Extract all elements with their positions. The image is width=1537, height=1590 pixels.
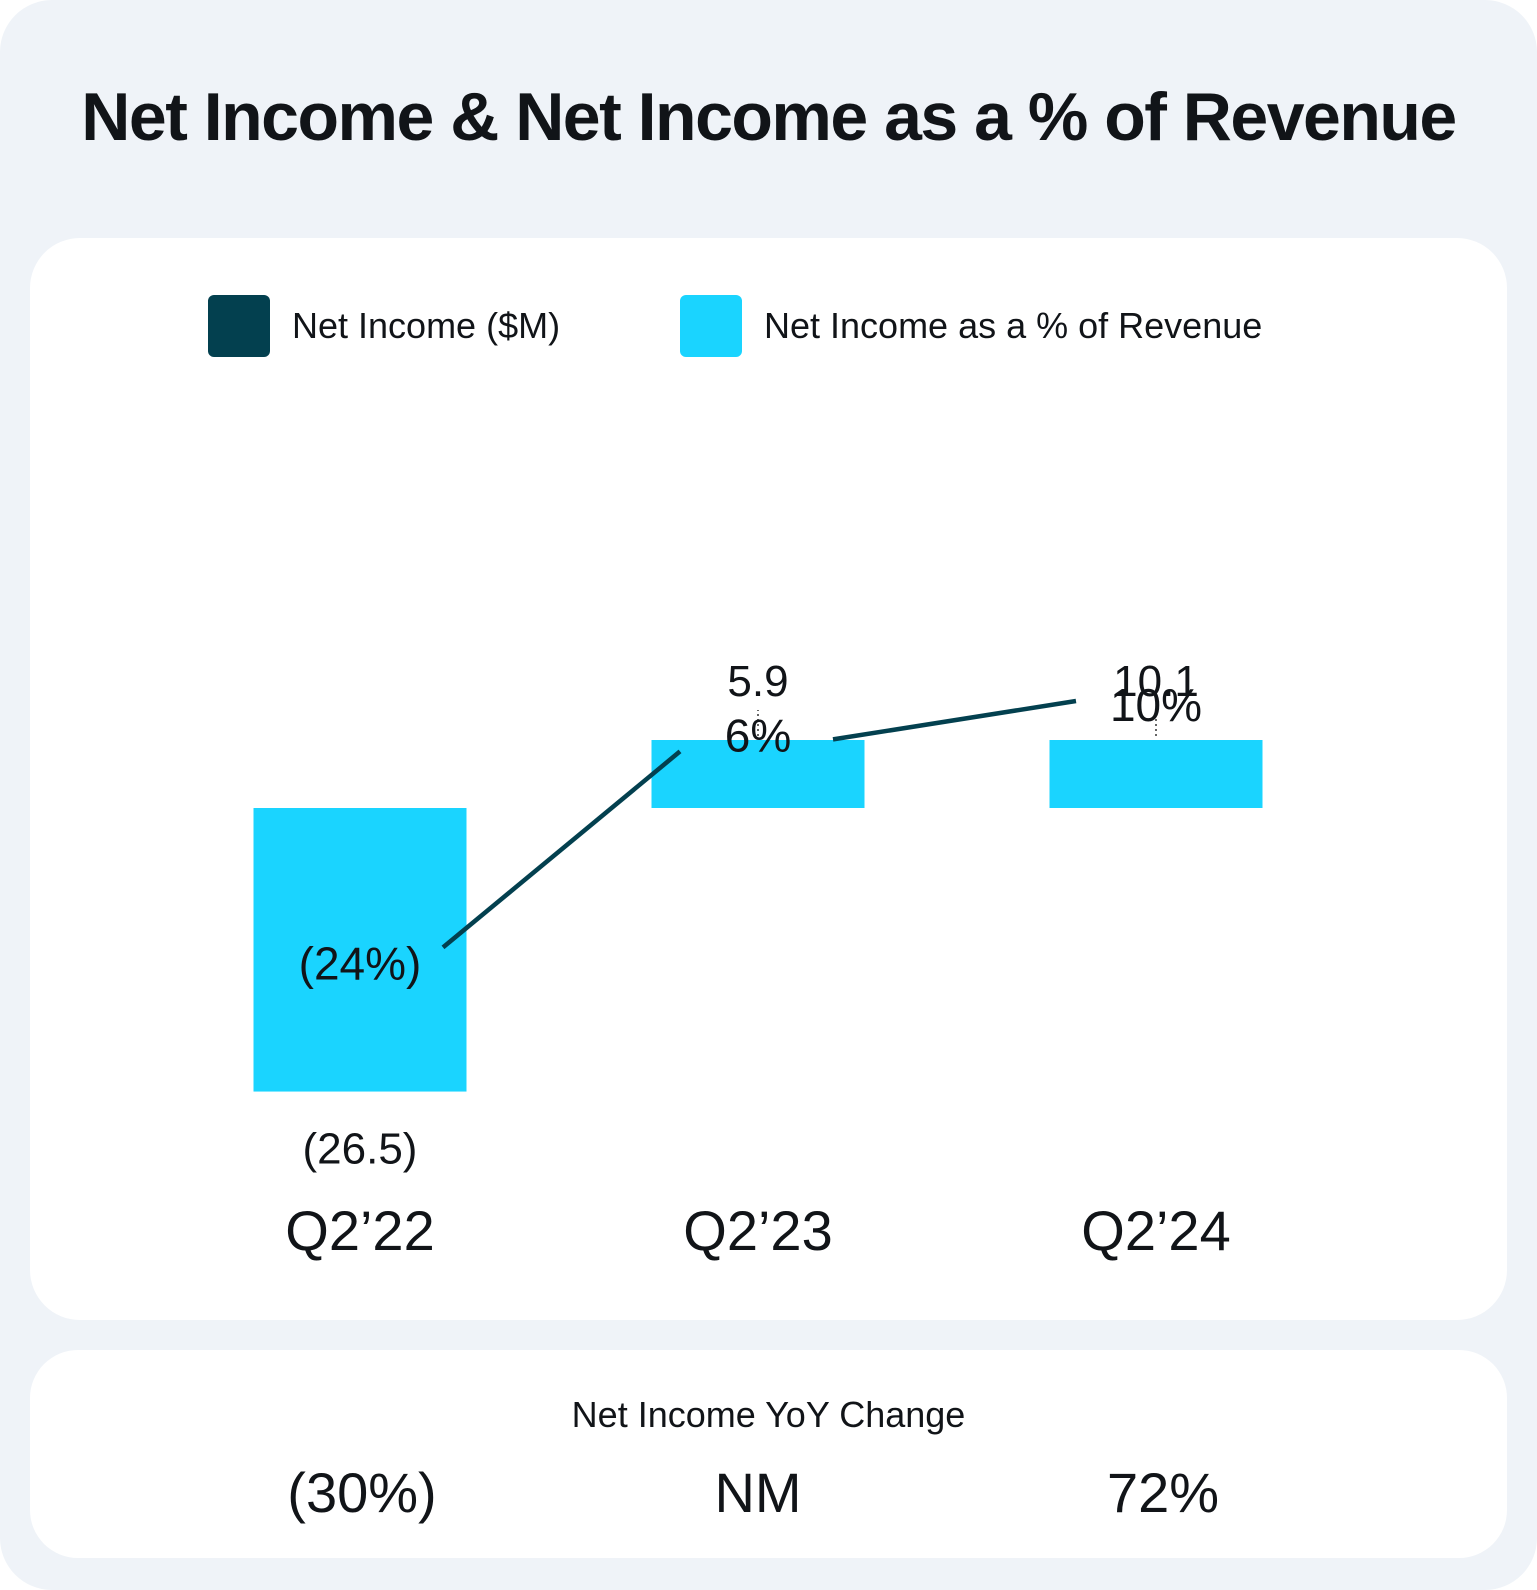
x-tick-label-0: Q2’22: [285, 1199, 434, 1262]
bar-2: [1049, 740, 1263, 808]
legend-label-net-income: Net Income ($M): [292, 305, 561, 346]
pct-line-segment-0: [441, 749, 682, 950]
legend-swatch-net-income: [208, 295, 270, 357]
bar-0: [253, 808, 467, 1092]
pct-line-segment-1: [832, 698, 1077, 742]
yoy-panel: Net Income YoY Change (30%) NM 72%: [30, 1350, 1507, 1558]
yoy-value-q2-22: (30%): [287, 1461, 437, 1524]
yoy-value-q2-23: NM: [714, 1461, 802, 1524]
yoy-title: Net Income YoY Change: [571, 1394, 966, 1435]
pct-label-0: (24%): [299, 937, 422, 989]
yoy-value-q2-24: 72%: [1106, 1461, 1220, 1524]
chart-panel: Net Income ($M) Net Income as a % of Rev…: [30, 238, 1507, 1320]
bar-1: [651, 740, 865, 808]
x-tick-label-1: Q2’23: [683, 1199, 832, 1262]
combo-chart: (26.5) Q2’22 5.9 Q2’23 10.1 Q2’24 (24%) 6% 10%: [253, 657, 1263, 1262]
pct-label-1: 6%: [725, 709, 791, 761]
bar-value-label-0: (26.5): [303, 1125, 418, 1174]
chart-title: Net Income & Net Income as a % of Revenu…: [81, 79, 1457, 155]
legend-swatch-net-income-pct: [680, 295, 742, 357]
legend-item-net-income: Net Income ($M): [208, 295, 560, 357]
pct-label-2: 10%: [1110, 679, 1202, 731]
legend-label-net-income-pct: Net Income as a % of Revenue: [764, 305, 1263, 346]
bar-value-label-1: 5.9: [727, 657, 788, 706]
x-tick-label-2: Q2’24: [1081, 1199, 1230, 1262]
bar-value-label-2: 10.1: [1113, 657, 1199, 706]
legend-item-net-income-pct: Net Income as a % of Revenue: [680, 295, 1262, 357]
